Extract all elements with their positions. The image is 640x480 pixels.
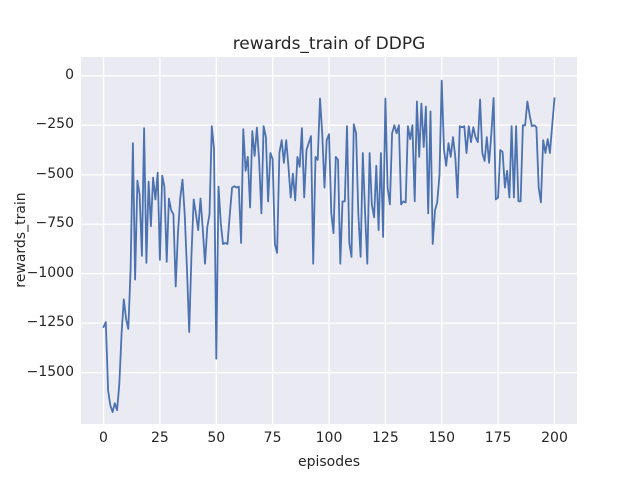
x-tick-label: 175 [484, 430, 512, 446]
x-tick-label: 150 [428, 430, 456, 446]
x-tick-label: 125 [372, 430, 399, 446]
x-tick-label: 75 [263, 430, 282, 446]
y-tick-label: −250 [35, 116, 74, 133]
y-tick-label: −500 [35, 165, 74, 182]
y-tick-label: 0 [65, 66, 74, 83]
x-tick-label: 100 [315, 430, 343, 446]
chart-title: rewards_train of DDPG [232, 34, 426, 54]
series-line-rewards_train [102, 79, 556, 414]
x-tick-label: 200 [541, 430, 568, 446]
x-tick-label: 0 [99, 430, 108, 446]
y-tick-label: −1500 [26, 363, 74, 380]
x-axis-label: episodes [297, 454, 361, 470]
y-tick-label: −1250 [26, 314, 74, 331]
x-tick-label: 50 [207, 430, 226, 446]
x-tick-label: 25 [150, 430, 169, 446]
y-tick-label: −1000 [26, 264, 74, 281]
y-tick-label: −750 [35, 215, 74, 232]
